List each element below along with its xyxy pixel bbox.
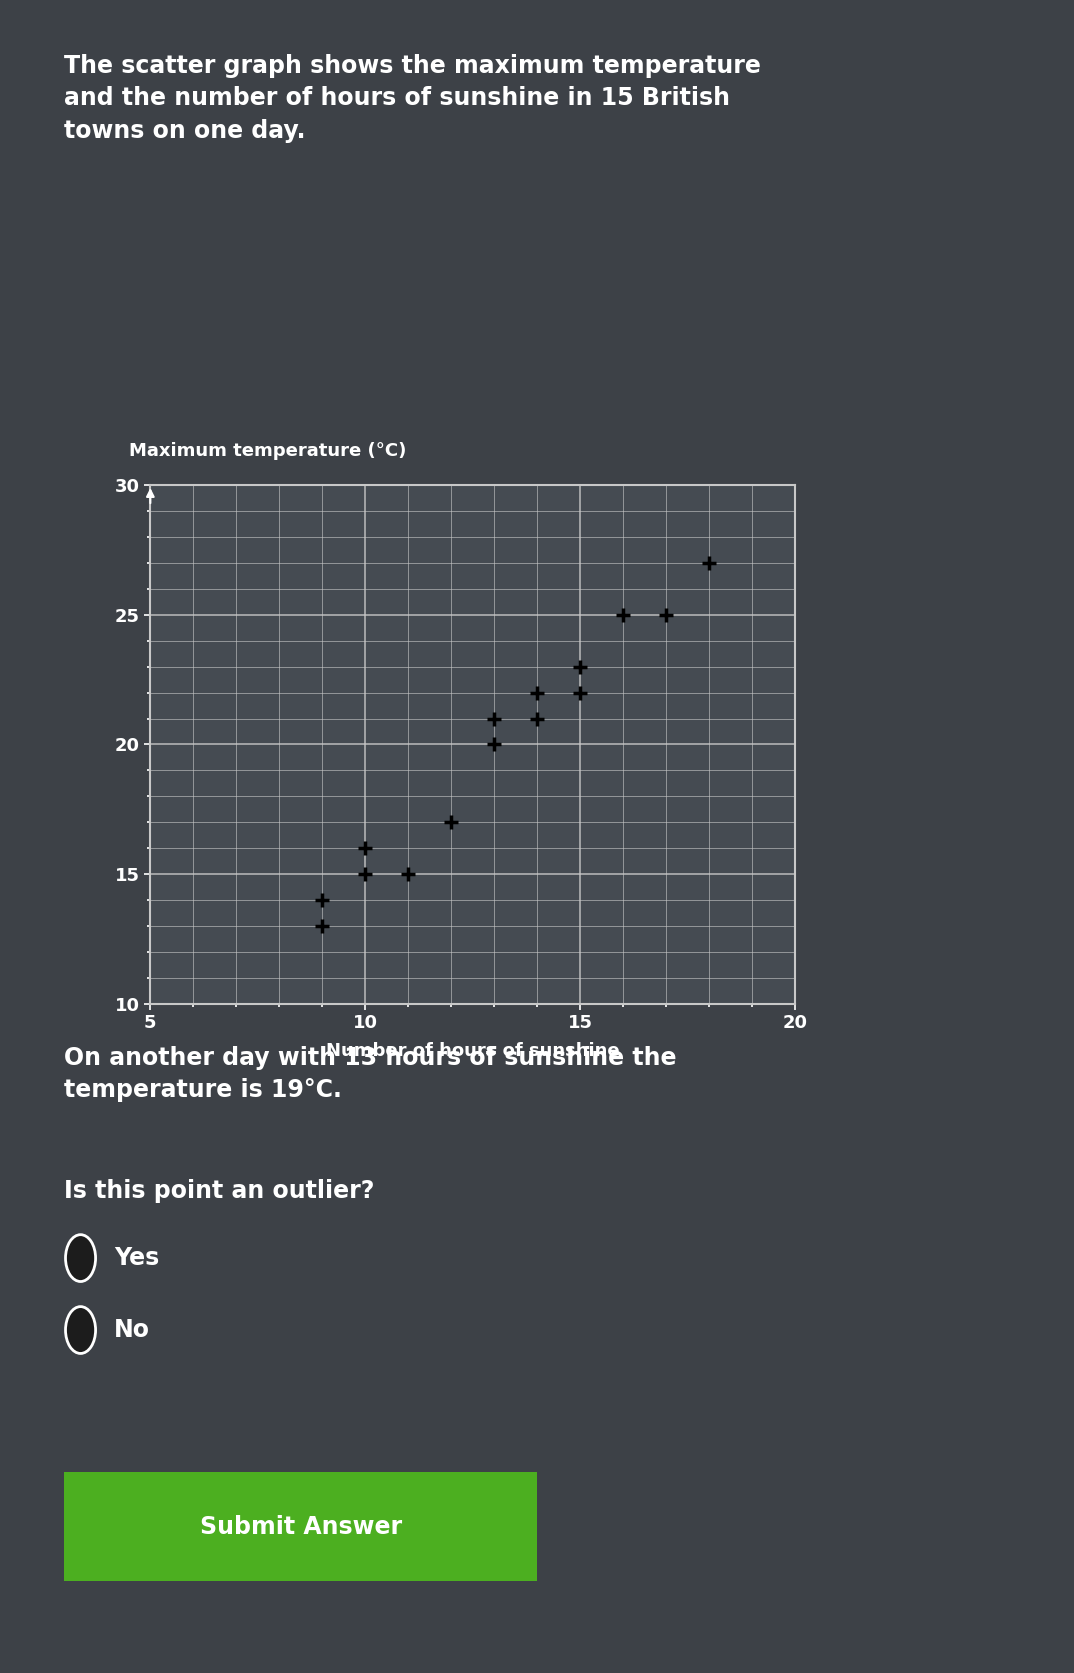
Text: On another day with 13 hours of sunshine the
temperature is 19°C.: On another day with 13 hours of sunshine… [64,1046,677,1103]
Text: Is this point an outlier?: Is this point an outlier? [64,1179,375,1203]
Text: Maximum temperature (°C): Maximum temperature (°C) [129,442,406,460]
Text: The scatter graph shows the maximum temperature
and the number of hours of sunsh: The scatter graph shows the maximum temp… [64,54,761,142]
Text: Yes: Yes [114,1246,159,1270]
X-axis label: Number of hours of sunshine: Number of hours of sunshine [325,1042,620,1061]
Text: No: No [114,1318,150,1342]
Text: Submit Answer: Submit Answer [200,1514,402,1539]
FancyBboxPatch shape [27,1464,575,1589]
